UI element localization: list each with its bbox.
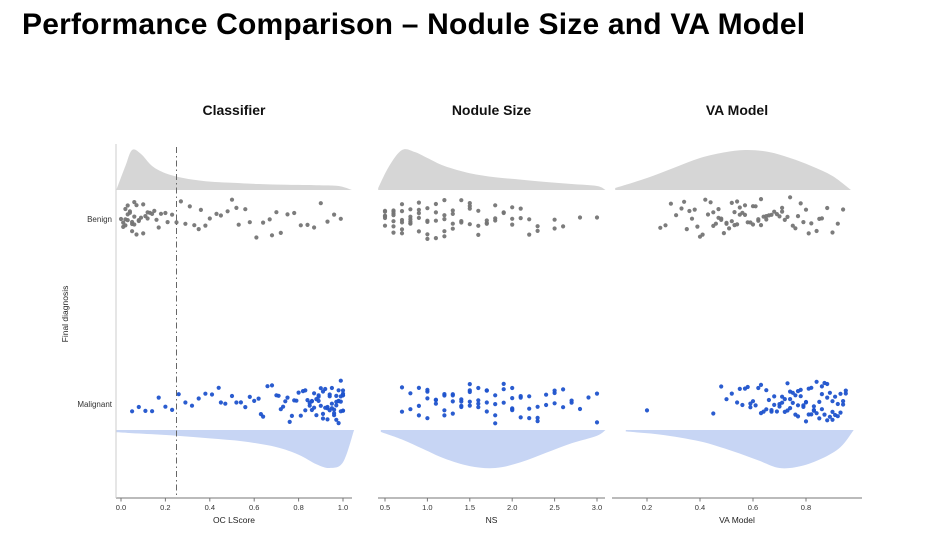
x-tick-label: 0.4	[205, 503, 215, 512]
x-tick-label: 1.5	[465, 503, 475, 512]
malignant-violin	[380, 430, 606, 469]
malignant-violin	[116, 430, 355, 469]
panel-title: Nodule Size	[452, 102, 532, 118]
raincloud-plot: Classifier 0.0 0.2 0.4 0.6 0.8 1.0 OC LScore Nod…	[60, 102, 862, 525]
figure-title: Performance Comparison – Nodule Size and…	[22, 8, 806, 41]
x-axis-label: VA Model	[719, 515, 755, 525]
panel-title: Classifier	[202, 102, 266, 118]
y-axis-title: Final diagnosis	[60, 286, 70, 343]
malignant-points	[399, 381, 600, 426]
benign-violin	[116, 149, 352, 190]
panel-nodule-size: Nodule Size 0.5 1.0 1.5 2.0 2.5 3.0 NS	[378, 102, 606, 525]
malignant-points	[130, 378, 346, 426]
y-tick-label-malignant: Malignant	[77, 400, 112, 409]
x-tick-label: 1.0	[338, 503, 348, 512]
x-tick-label: 1.0	[422, 503, 432, 512]
x-tick-label: 0.4	[695, 503, 705, 512]
panel-classifier: Classifier 0.0 0.2 0.4 0.6 0.8 1.0 OC LScore	[116, 102, 355, 525]
benign-points	[658, 195, 846, 239]
benign-points	[382, 198, 600, 241]
x-tick-label: 0.2	[642, 503, 652, 512]
x-tick-label: 2.5	[549, 503, 559, 512]
x-axis-label: NS	[486, 515, 498, 525]
x-tick-label: 2.0	[507, 503, 517, 512]
x-tick-label: 0.0	[116, 503, 126, 512]
x-tick-label: 3.0	[592, 503, 602, 512]
x-tick-label: 0.8	[293, 503, 303, 512]
benign-violin	[615, 150, 851, 190]
benign-violin	[378, 149, 606, 190]
panel-title: VA Model	[706, 102, 768, 118]
x-tick-label: 0.2	[160, 503, 170, 512]
x-axis-label: OC LScore	[213, 515, 255, 525]
benign-points	[118, 197, 343, 240]
malignant-violin	[625, 430, 854, 469]
x-tick-label: 0.6	[249, 503, 259, 512]
y-tick-label-benign: Benign	[87, 215, 112, 224]
x-tick-label: 0.6	[748, 503, 758, 512]
x-tick-label: 0.8	[801, 503, 811, 512]
x-tick-label: 0.5	[380, 503, 390, 512]
panel-va-model: VA Model 0.2 0.4 0.6 0.8 VA Model	[612, 102, 862, 525]
malignant-points	[644, 379, 848, 424]
